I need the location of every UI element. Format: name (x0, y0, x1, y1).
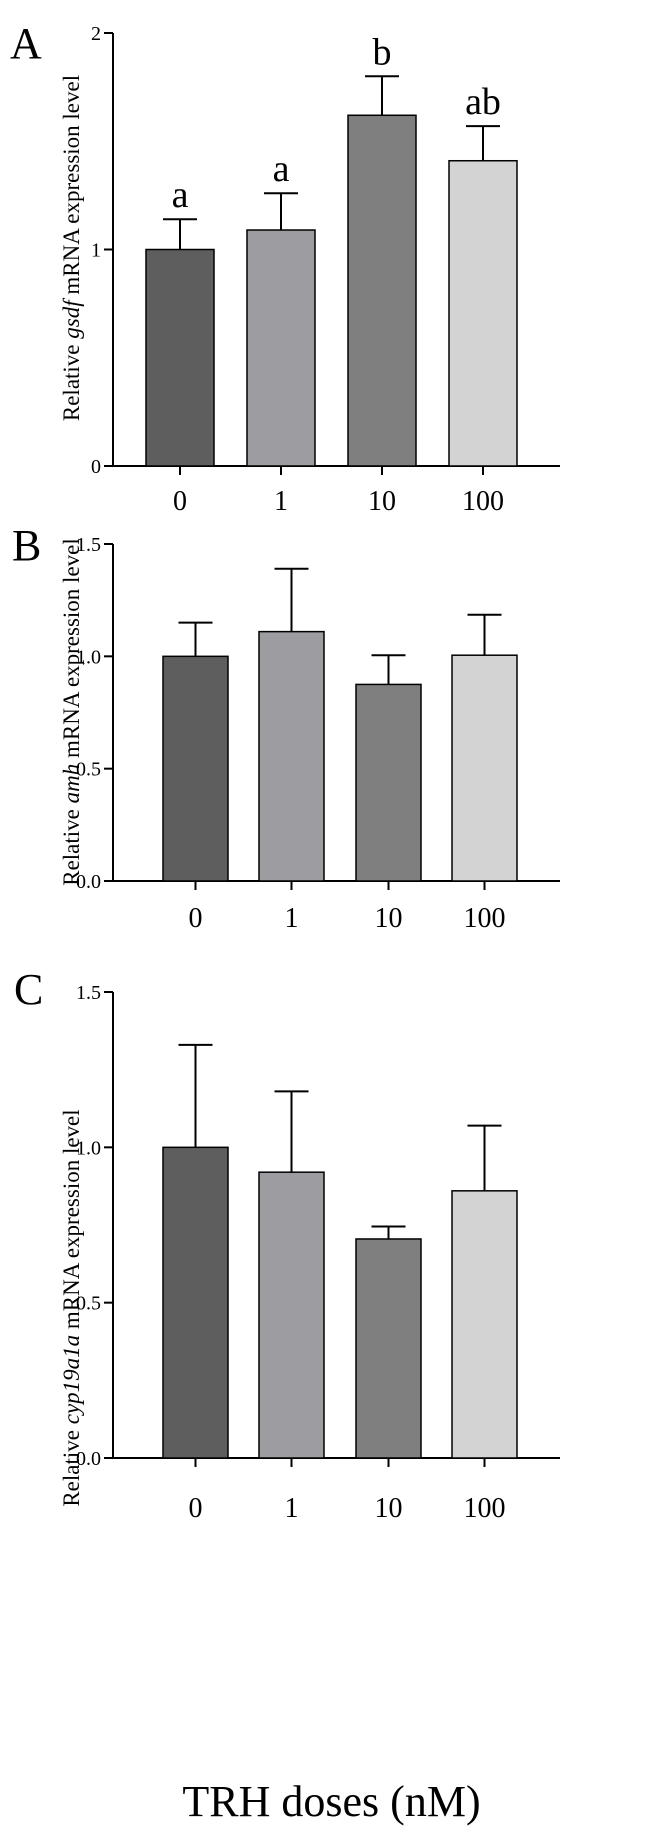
bar-chart: 0.0 0.5 1.0 1.5 0 1 10 100 (76, 982, 560, 1524)
y-tick-label: 1 (91, 240, 101, 262)
y-tick-label: 0.0 (76, 871, 101, 893)
x-tick-label: 0 (173, 486, 187, 517)
x-tick-label: 10 (368, 486, 396, 517)
significance-label: b (373, 31, 392, 73)
x-tick-label: 100 (464, 903, 506, 934)
bar (162, 655, 229, 882)
significance-label: ab (465, 81, 501, 123)
x-tick-label: 0 (189, 903, 203, 934)
bar (347, 114, 417, 467)
significance-label: a (273, 148, 290, 190)
x-tick-label: 10 (375, 903, 403, 934)
chart-panel-b: B Relative amh mRNA expression level 0.0… (0, 520, 663, 960)
panel-letter: B (12, 521, 42, 570)
bar-chart: 0.0 0.5 1.0 1.5 0 1 10 100 (76, 534, 560, 934)
x-tick-label: 1 (285, 903, 299, 934)
bar (258, 630, 325, 882)
bar-chart: 0 1 2 0 a 1 a 10 b 100 ab (91, 23, 560, 517)
bar (355, 1238, 422, 1459)
bar (355, 683, 422, 882)
x-tick-label: 1 (274, 486, 288, 517)
y-tick-label: 0 (91, 456, 101, 478)
bar (162, 1146, 229, 1459)
bar (451, 654, 518, 882)
x-tick-label: 100 (462, 486, 504, 517)
y-tick-label: 0.5 (76, 759, 101, 781)
chart-panel-c: C Relative cyp19a1a mRNA expression leve… (0, 960, 663, 1770)
x-tick-label: 0 (189, 1493, 203, 1524)
y-tick-label: 0.0 (76, 1448, 101, 1470)
y-tick-label: 2 (91, 23, 101, 45)
bar (145, 248, 215, 467)
panel-letter: A (10, 19, 42, 68)
panel-letter: C (14, 965, 44, 1014)
bar (451, 1190, 518, 1459)
y-tick-label: 0.5 (76, 1293, 101, 1315)
x-tick-label: 1 (285, 1493, 299, 1524)
bar (448, 159, 518, 467)
x-axis-title: TRH doses (nM) (182, 1777, 481, 1826)
y-tick-label: 1.0 (76, 646, 101, 668)
x-tick-label: 100 (464, 1493, 506, 1524)
y-tick-label: 1.0 (76, 1137, 101, 1159)
x-tick-label: 10 (375, 1493, 403, 1524)
y-tick-label: 1.5 (76, 534, 101, 556)
bar (246, 229, 316, 467)
significance-label: a (172, 174, 189, 216)
y-tick-label: 1.5 (76, 982, 101, 1004)
bar (258, 1171, 325, 1459)
